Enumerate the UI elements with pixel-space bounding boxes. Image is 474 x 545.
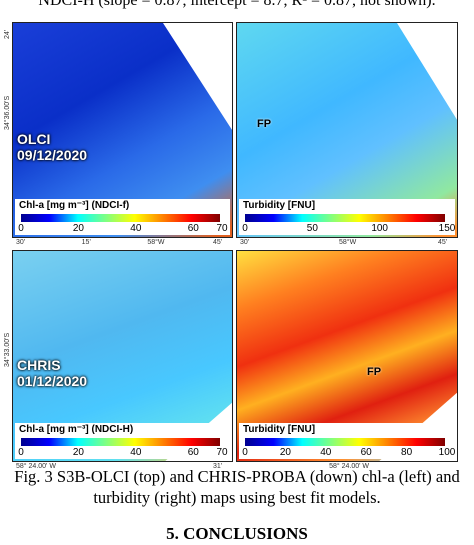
axis-label: 34°33.00'S [4, 332, 11, 367]
sensor-name: CHRIS [17, 357, 61, 373]
axis-label: 58° 24.00' W [16, 463, 56, 470]
axis-label: 34°36.00'S [4, 95, 11, 130]
axis-label: 24' [4, 30, 11, 40]
axis-label: 45' [438, 239, 448, 246]
colorbar-tick: 60 [360, 447, 372, 458]
colorbar-tick: 60 [187, 447, 199, 458]
colorbar: Turbidity [FNU] 0 20 40 60 80 100 [239, 423, 455, 459]
acquisition-date: 09/12/2020 [17, 147, 88, 164]
colorbar-tick: 40 [320, 447, 332, 458]
colorbar-tick: 70 [216, 447, 228, 458]
land [163, 23, 232, 130]
colorbar-tick: 50 [306, 223, 318, 234]
header-text: NDCI-H (slope = 0.87, intercept = 8.7, R… [38, 0, 436, 9]
site-label: FP [367, 366, 382, 378]
colorbar-title: Turbidity [FNU] [243, 424, 316, 435]
colorbar-tick: 20 [72, 447, 84, 458]
colorbar-gradient [245, 438, 445, 446]
colorbar-tick: 20 [279, 447, 291, 458]
colorbar-tick: 20 [72, 223, 84, 234]
axis-label: 30' [16, 239, 26, 246]
colorbar-tick: 40 [130, 223, 142, 234]
site-label: FP [257, 118, 272, 130]
axis-label: 58° 24.00' W [329, 463, 370, 470]
sensor-name: OLCI [17, 131, 51, 147]
land [397, 23, 457, 120]
colorbar-tick: 100 [438, 447, 456, 458]
colorbar-tick: 80 [401, 447, 413, 458]
map-panel: FP Turbidity [FNU] 0 50 100 150 [236, 22, 458, 238]
colorbar-tick: 40 [130, 447, 142, 458]
caption: Fig. 3 S3B-OLCI (top) and CHRIS-PROBA (d… [14, 467, 460, 508]
colorbar-title: Chl-a [mg m⁻³] (NDCI-f) [19, 200, 130, 211]
colorbar: Chl-a [mg m⁻³] (NDCI-f) 0 20 40 60 70 [15, 199, 230, 235]
colorbar-tick: 100 [371, 223, 388, 234]
map-label: OLCI 09/12/2020 [17, 131, 87, 163]
colorbar-tick: 0 [18, 447, 24, 458]
acquisition-date: 01/12/2020 [17, 373, 88, 390]
colorbar-gradient [21, 214, 220, 222]
colorbar-tick: 0 [18, 223, 24, 234]
colorbar-title: Turbidity [FNU] [243, 200, 316, 211]
colorbar-tick: 150 [438, 223, 456, 234]
section-heading: 5. CONCLUSIONS [166, 524, 308, 543]
colorbar: Turbidity [FNU] 0 50 100 150 [239, 199, 455, 235]
axis-label: 58°W [147, 239, 165, 246]
map-label: CHRIS 01/12/2020 [17, 357, 87, 389]
colorbar-gradient [21, 438, 220, 446]
colorbar-tick: 70 [216, 223, 228, 234]
axis-label: 15' [81, 239, 91, 246]
axis-label: 58°W [339, 239, 357, 246]
colorbar-tick: 60 [187, 223, 199, 234]
map-panel: FP Turbidity [FNU] 0 20 40 60 80 100 [236, 250, 458, 462]
colorbar-tick: 0 [242, 447, 248, 458]
colorbar-tick: 0 [242, 223, 248, 234]
colorbar-gradient [245, 214, 445, 222]
colorbar-title: Chl-a [mg m⁻³] (NDCI-H) [19, 424, 134, 435]
map-panel: CHRIS 01/12/2020 Chl-a [mg m⁻³] (NDCI-H) 0 2… [12, 250, 233, 462]
axis-label: 31' [213, 463, 223, 470]
map-panel: OLCI 09/12/2020 Chl-a [mg m⁻³] (NDCI-f) 0 20… [12, 22, 233, 238]
axis-label: 30' [240, 239, 250, 246]
axis-label: 45' [213, 239, 223, 246]
colorbar: Chl-a [mg m⁻³] (NDCI-H) 0 20 40 60 70 [15, 423, 230, 459]
